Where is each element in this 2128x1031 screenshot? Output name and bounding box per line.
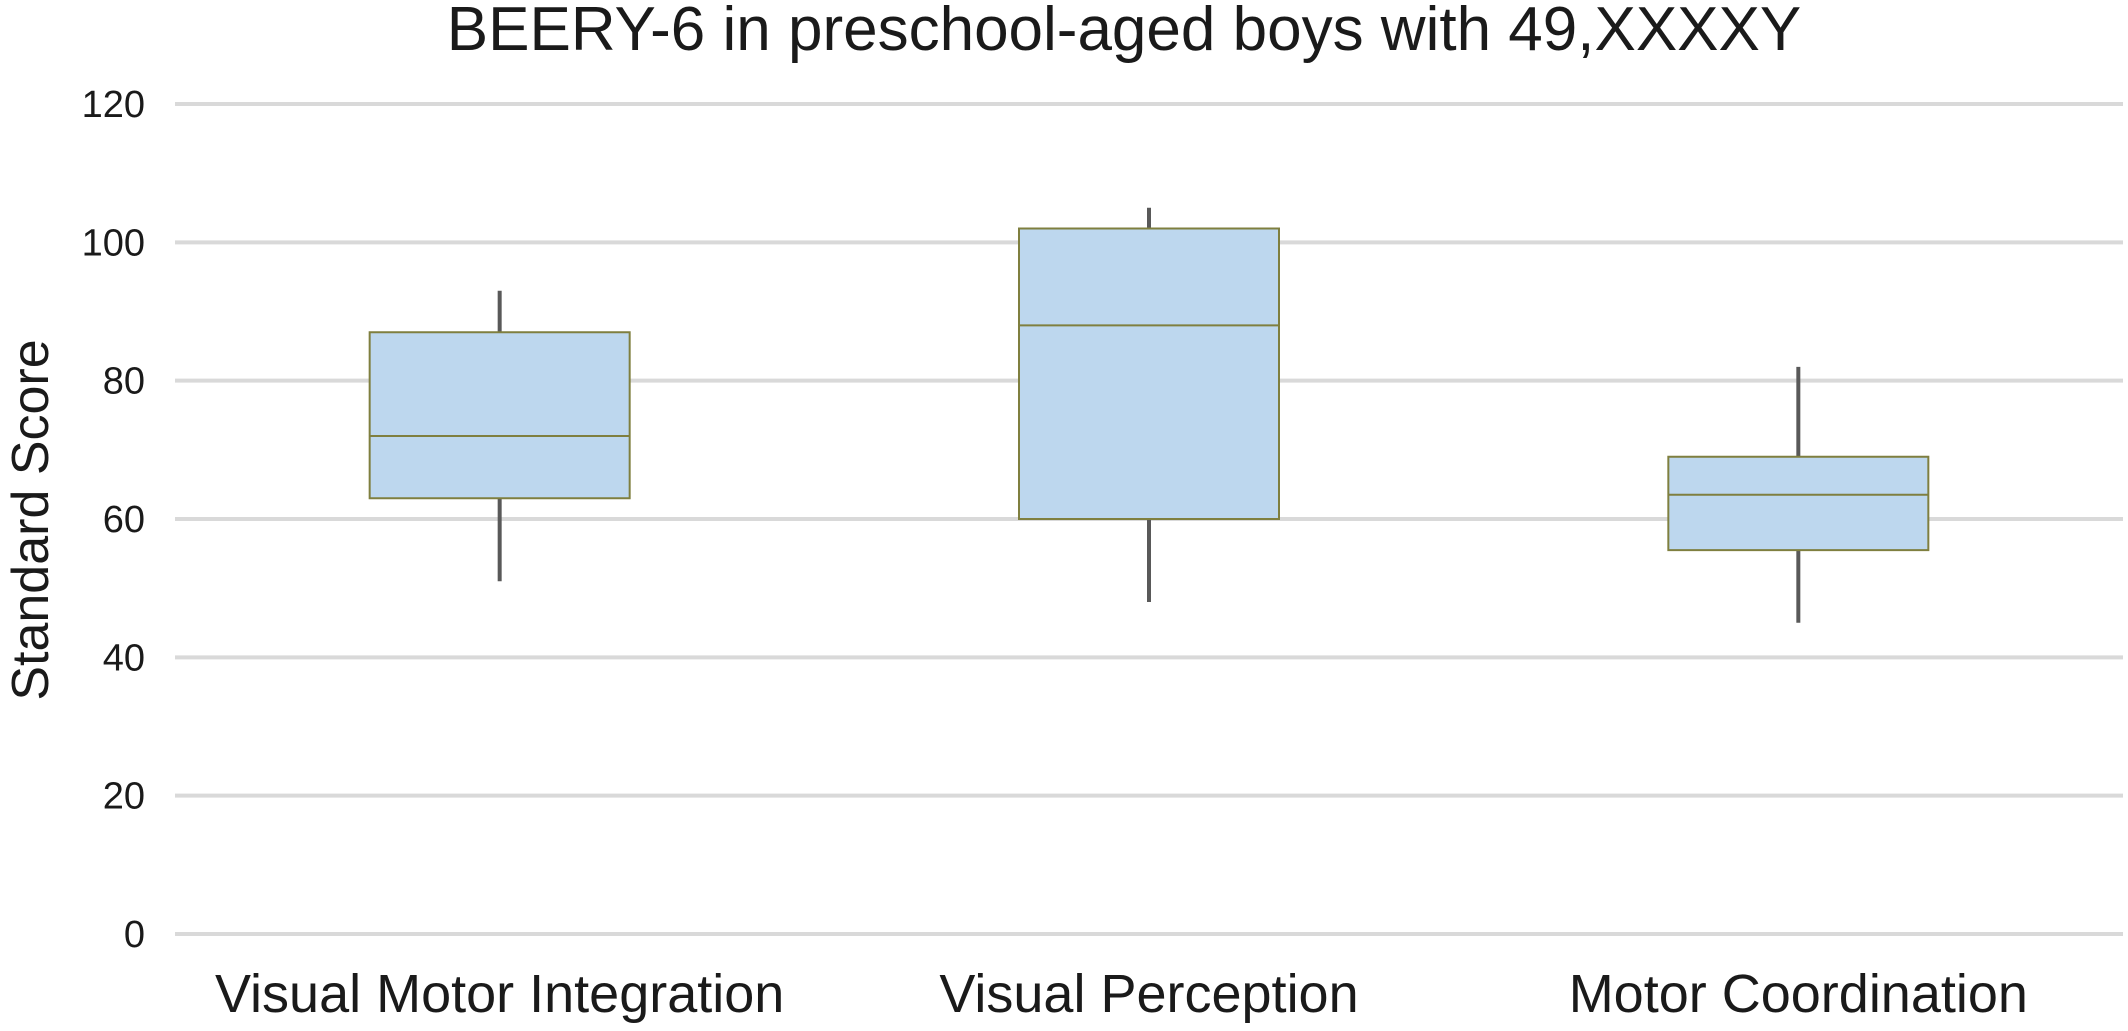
y-tick-label: 100 — [82, 222, 145, 264]
y-tick-label: 40 — [103, 637, 145, 679]
y-tick-label: 80 — [103, 361, 145, 403]
y-tick-label: 20 — [103, 776, 145, 818]
y-tick-label: 0 — [124, 914, 145, 956]
y-tick-labels: 0 20 40 60 80 100 120 — [82, 84, 145, 956]
box-group — [1667, 366, 1930, 623]
box-group — [1018, 207, 1280, 602]
iqr-box — [368, 331, 631, 500]
x-tick-label: Visual Motor Integration — [215, 964, 784, 1024]
x-tick-label: Motor Coordination — [1569, 964, 2028, 1024]
y-tick-label: 60 — [103, 499, 145, 541]
x-tick-label: Visual Perception — [939, 964, 1358, 1024]
box-group — [368, 290, 631, 582]
box-plots — [368, 207, 1930, 623]
chart-title: BEERY-6 in preschool-aged boys with 49,X… — [447, 0, 1801, 64]
iqr-box — [1667, 455, 1930, 552]
y-axis-label: Standard Score — [2, 339, 60, 700]
iqr-box — [1018, 227, 1280, 520]
y-tick-label: 120 — [82, 84, 145, 126]
x-tick-labels: Visual Motor Integration Visual Perceptio… — [215, 964, 2028, 1024]
